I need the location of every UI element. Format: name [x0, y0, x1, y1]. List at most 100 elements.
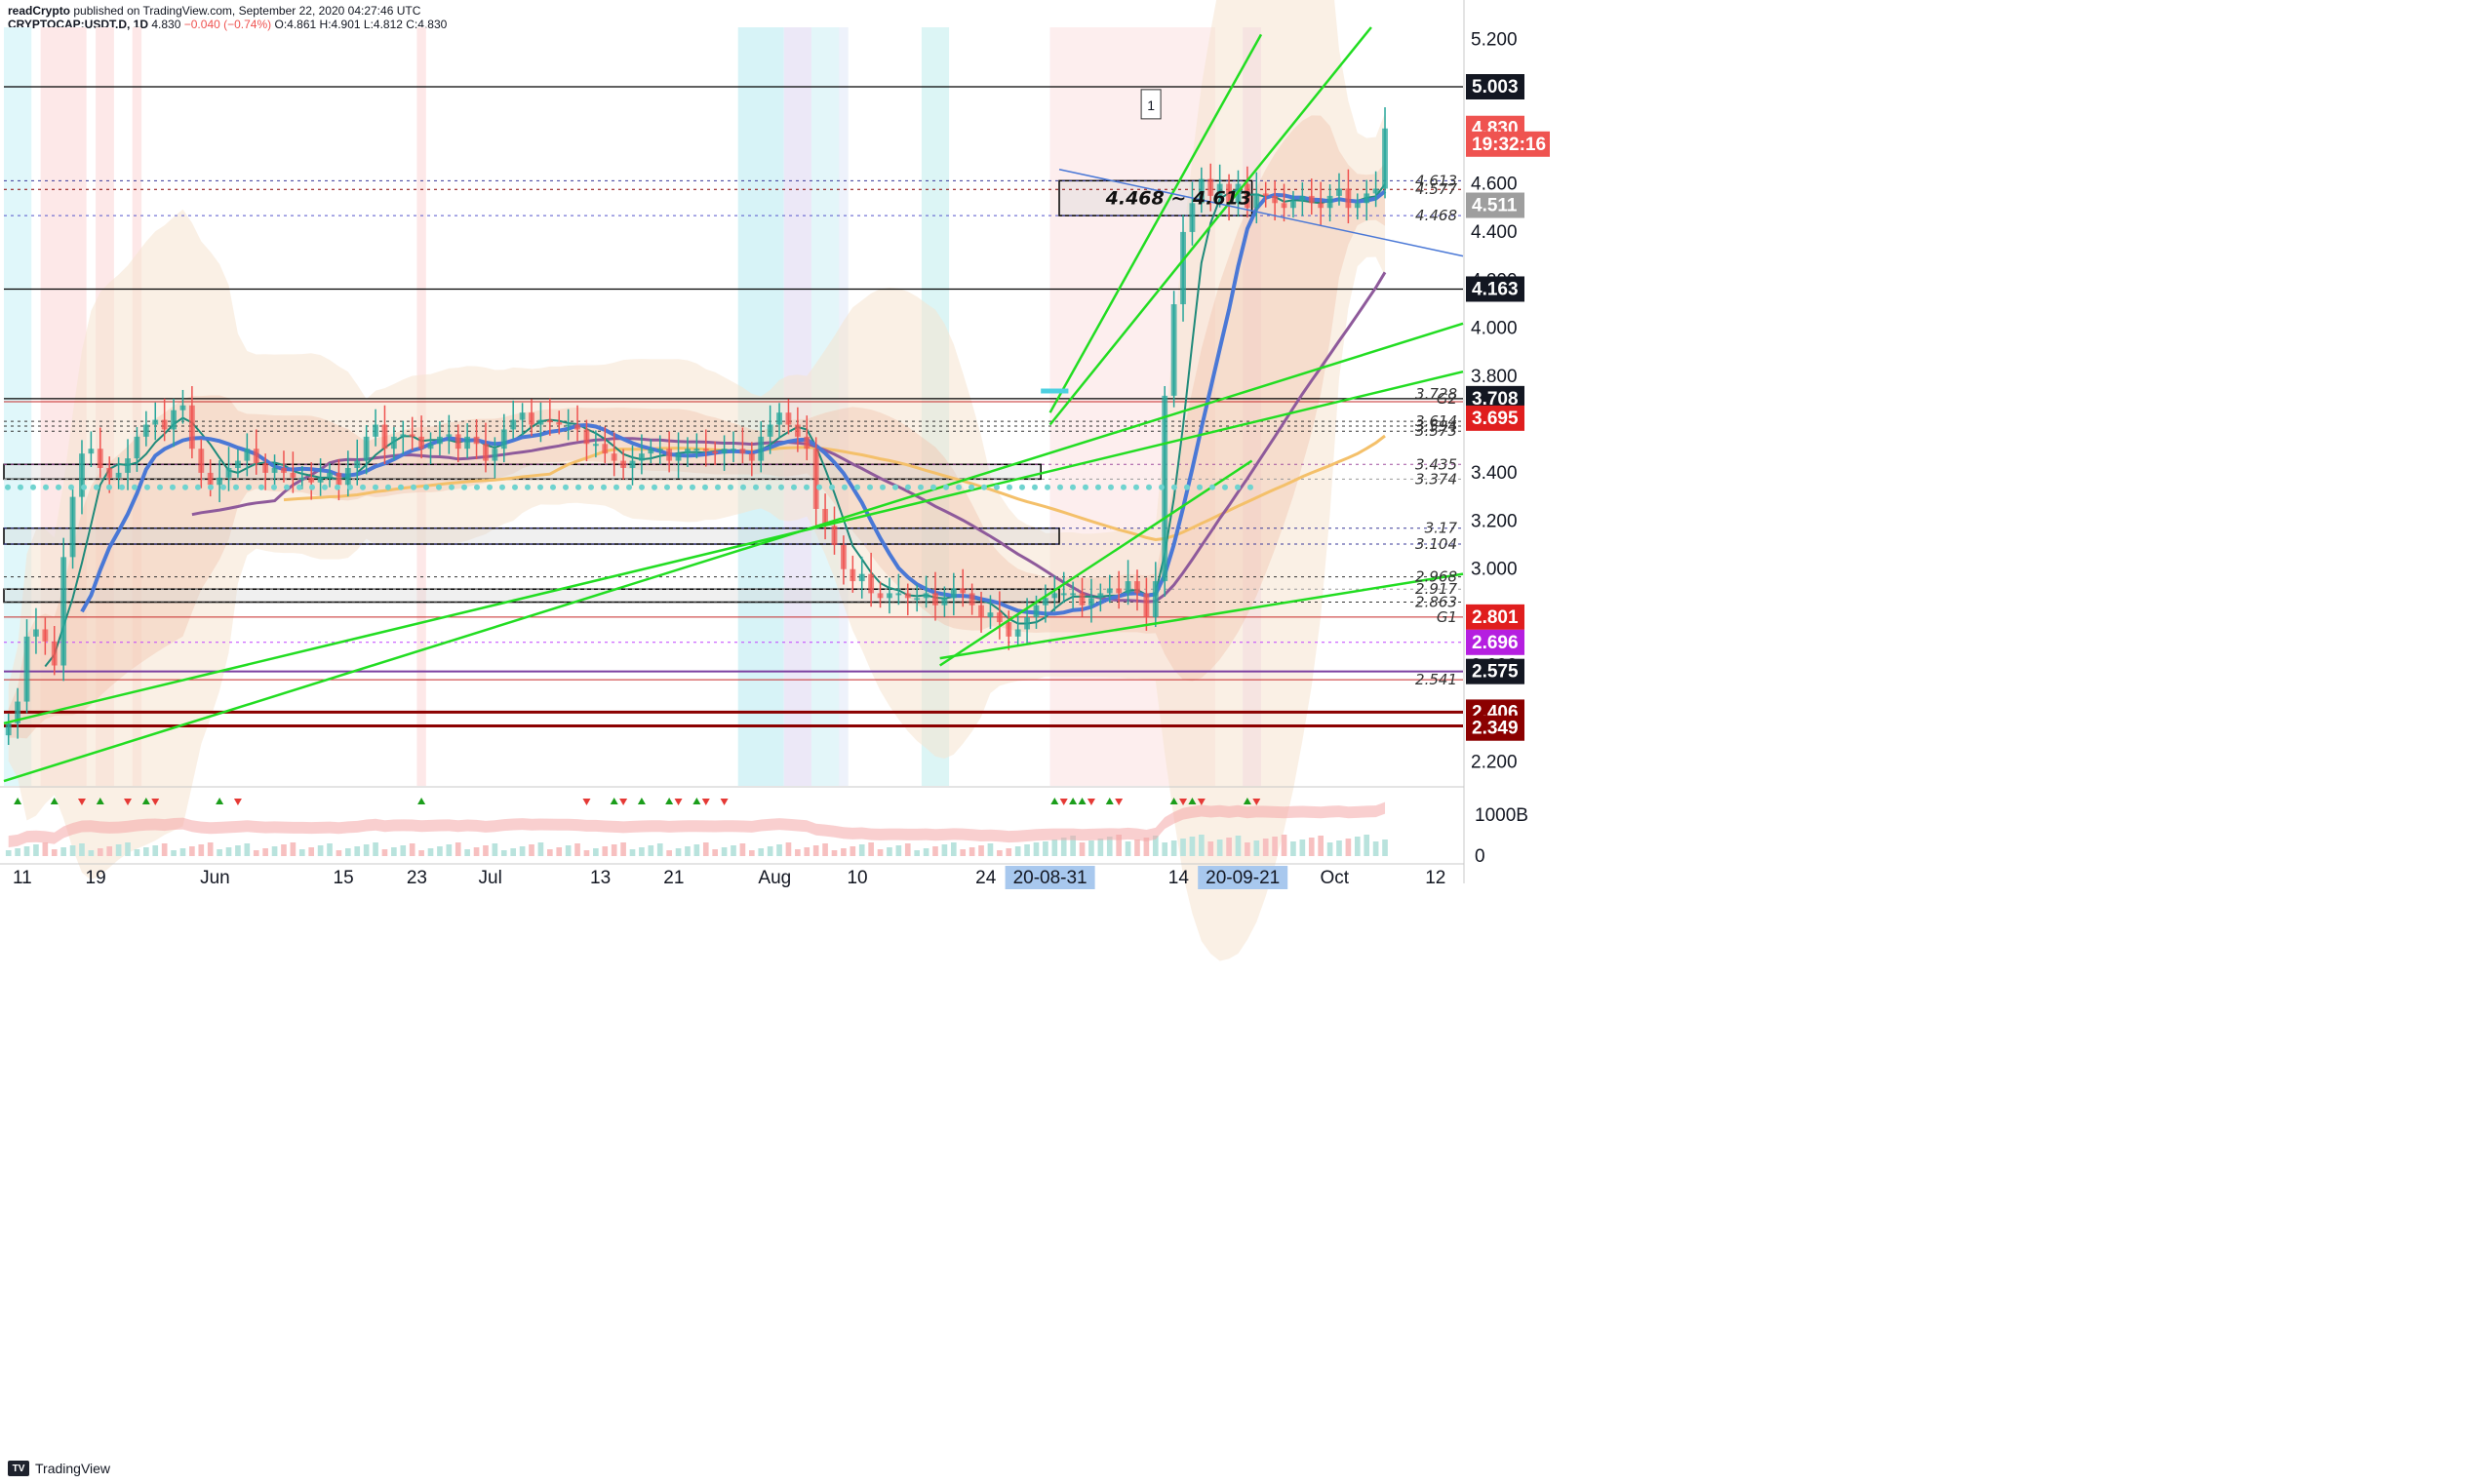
- support-dot: [1057, 484, 1063, 490]
- price-tick-label: 4.400: [1471, 222, 1518, 243]
- volume-bar: [1116, 835, 1122, 856]
- volume-bar: [656, 843, 663, 856]
- volume-bar: [950, 842, 957, 856]
- candle-body: [115, 472, 122, 478]
- support-dot: [918, 484, 924, 490]
- volume-bar: [179, 848, 186, 856]
- candle-body: [464, 436, 471, 449]
- candle-body: [1060, 593, 1067, 596]
- buy-signal-marker: [1050, 798, 1059, 804]
- volume-bar: [1125, 841, 1131, 856]
- candle-body: [1097, 593, 1104, 599]
- volume-bar: [812, 845, 819, 856]
- buy-signal-marker: [1188, 798, 1197, 804]
- candle-body: [473, 436, 480, 445]
- sell-signal-marker: [1059, 799, 1068, 805]
- price-axis-tag: [1466, 131, 1550, 157]
- trend-line: [1048, 33, 1263, 413]
- price-axis-tag: [1466, 192, 1524, 218]
- candle-body: [317, 477, 324, 483]
- trend-line: [939, 572, 1464, 660]
- volume-bar: [639, 847, 645, 856]
- volume-bar: [1245, 842, 1250, 856]
- candle-body: [712, 450, 719, 454]
- volume-bar: [666, 850, 672, 856]
- support-dot: [30, 484, 36, 490]
- level-note: 3.573: [1415, 422, 1457, 440]
- level-note: 2.917: [1415, 580, 1457, 598]
- candle-body: [42, 629, 49, 642]
- volume-bar: [1364, 835, 1370, 856]
- candle-body: [693, 449, 700, 451]
- volume-bar: [841, 848, 847, 856]
- candle-body: [235, 460, 241, 468]
- volume-bar: [354, 846, 361, 856]
- support-dot: [512, 484, 518, 490]
- price-tick-label: 4.000: [1471, 319, 1518, 339]
- support-dot: [1121, 484, 1127, 490]
- volume-bar: [336, 850, 342, 856]
- candle-body: [923, 593, 929, 599]
- volume-bar: [519, 846, 526, 856]
- support-dot: [1007, 484, 1012, 490]
- volume-bar: [60, 847, 66, 856]
- volume-bar: [685, 846, 691, 856]
- support-dot: [956, 484, 962, 490]
- candle-body: [427, 444, 434, 449]
- candle-body: [217, 477, 223, 486]
- orange-moving-average: [283, 434, 1386, 542]
- level-note: 3.728: [1415, 385, 1457, 403]
- support-dot: [1045, 484, 1050, 490]
- candle-body: [207, 472, 214, 486]
- indicator-tick-label: 0: [1475, 846, 1485, 867]
- volume-bar: [1299, 840, 1306, 856]
- candle-body: [354, 460, 361, 468]
- volume-bar: [1189, 837, 1196, 856]
- support-dot: [1247, 484, 1253, 490]
- support-dot: [322, 484, 328, 490]
- support-dot: [18, 484, 23, 490]
- volume-bar: [1235, 836, 1242, 856]
- volume-bar: [712, 849, 719, 856]
- support-dot: [1133, 484, 1139, 490]
- volume-bar: [914, 850, 920, 856]
- bollinger-cloud: [8, 0, 1386, 961]
- candle-body: [298, 477, 305, 480]
- price-axis-tag-text: 5.003: [1472, 77, 1519, 98]
- volume-bar: [776, 844, 782, 856]
- volume-bar: [510, 848, 517, 856]
- candle-body: [785, 412, 792, 425]
- candle-body: [978, 605, 984, 618]
- level-note: 4.577: [1415, 180, 1457, 198]
- support-dot: [309, 484, 315, 490]
- support-dot: [423, 484, 429, 490]
- volume-bar: [79, 843, 85, 856]
- volume-bar: [1033, 842, 1040, 856]
- candle-body: [88, 449, 95, 454]
- candle-body: [1207, 178, 1214, 196]
- candle-body: [904, 593, 911, 599]
- time-tick-label: 21: [663, 868, 684, 888]
- candle-body: [1216, 183, 1223, 196]
- candle-body: [804, 436, 811, 449]
- sell-signal-marker: [720, 799, 729, 805]
- volume-bar: [895, 845, 902, 856]
- support-dot: [56, 484, 61, 490]
- volume-bar: [391, 847, 397, 856]
- candle-body: [748, 453, 755, 461]
- support-dot: [360, 484, 366, 490]
- level-note: 2.541: [1415, 671, 1457, 688]
- support-dot: [1171, 484, 1177, 490]
- candle-body: [887, 593, 892, 599]
- volume-bar: [941, 844, 948, 856]
- volume-bar: [381, 849, 388, 856]
- candle-body: [51, 641, 58, 666]
- sell-signal-marker: [582, 799, 591, 805]
- volume-bar: [574, 843, 580, 856]
- support-dots: [5, 484, 1253, 490]
- volume-bar: [225, 847, 232, 856]
- volume-bar: [42, 842, 49, 856]
- candle-body: [198, 449, 205, 473]
- volume-bar: [327, 843, 333, 856]
